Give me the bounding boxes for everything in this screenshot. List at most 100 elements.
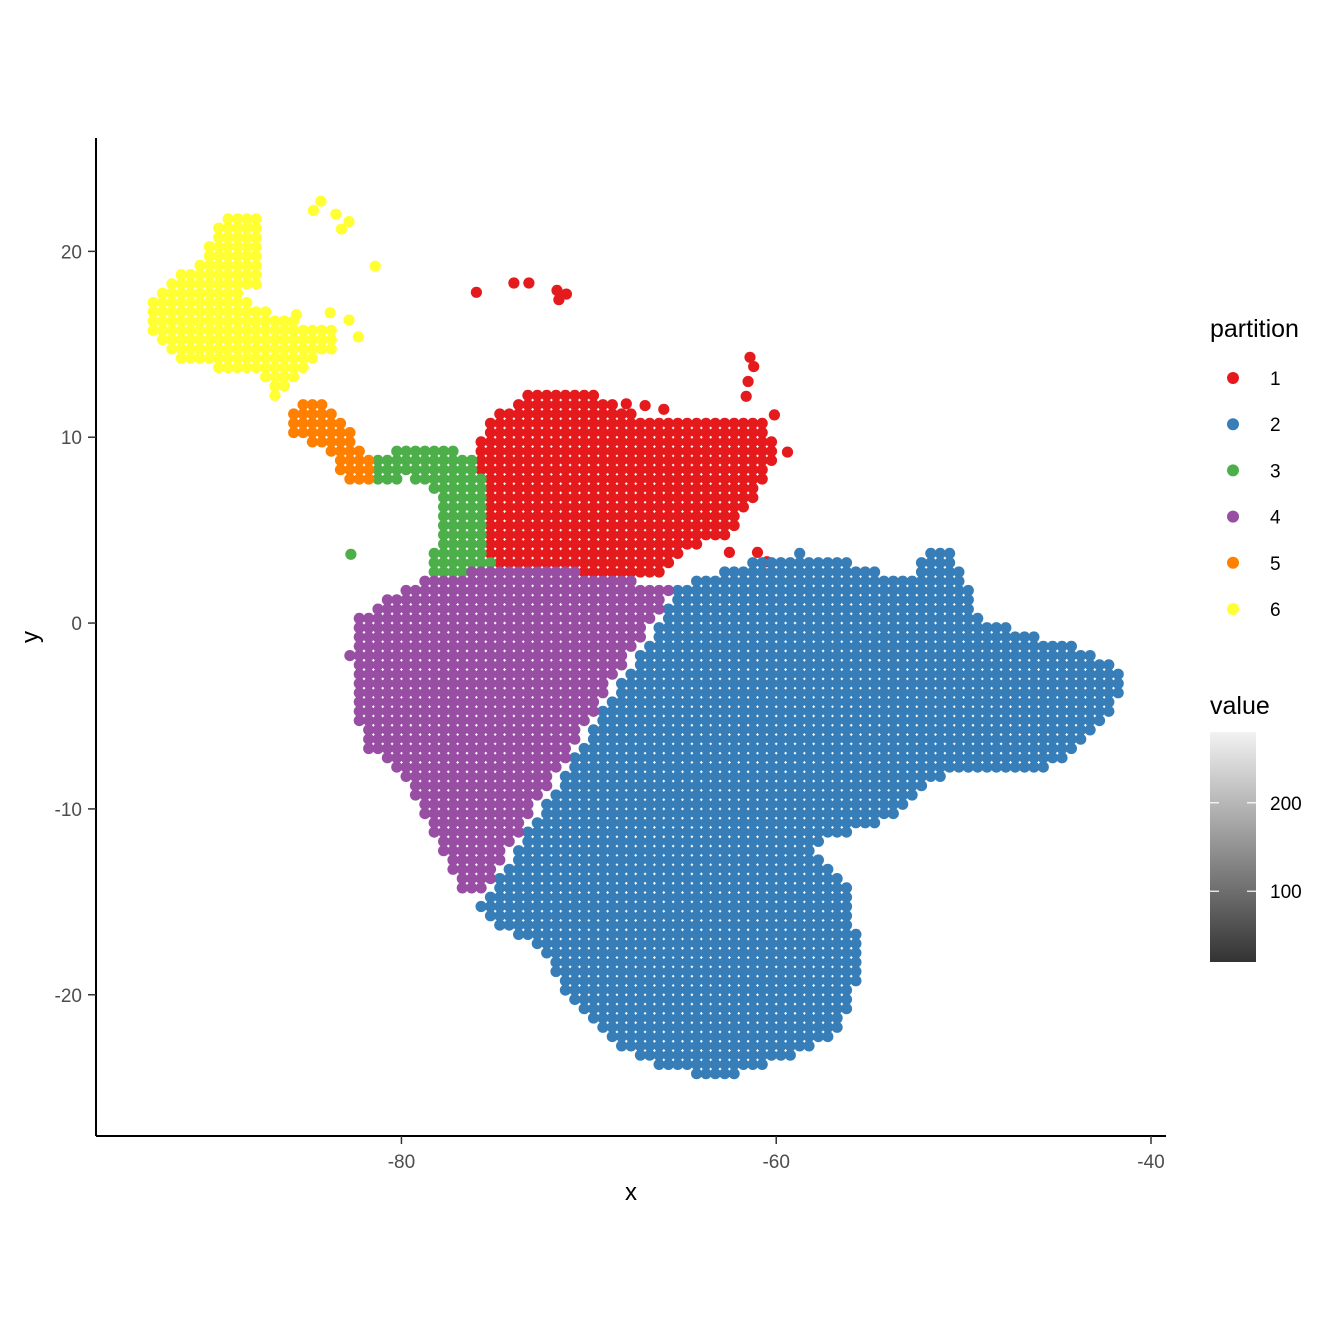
data-point <box>428 650 440 662</box>
data-point <box>765 965 778 978</box>
data-point <box>915 780 928 792</box>
data-point <box>1093 668 1106 680</box>
data-point <box>569 975 581 987</box>
data-point <box>728 473 740 485</box>
data-point <box>428 547 440 560</box>
data-point <box>531 408 543 420</box>
data-point <box>653 882 665 894</box>
data-point <box>681 752 693 764</box>
data-point <box>672 854 684 866</box>
data-point <box>756 1003 768 1015</box>
data-point <box>494 510 506 522</box>
data-point <box>653 631 665 643</box>
data-point <box>400 659 412 671</box>
data-point <box>503 752 515 764</box>
data-point <box>1084 650 1096 662</box>
data-point <box>691 965 703 978</box>
data-point <box>559 445 572 457</box>
data-point <box>747 705 759 717</box>
data-point <box>606 705 618 717</box>
data-point <box>709 928 721 941</box>
data-point <box>747 427 759 439</box>
data-point <box>587 510 600 522</box>
data-point <box>578 492 590 504</box>
data-point <box>906 677 918 690</box>
data-point <box>775 965 787 978</box>
data-point <box>765 575 778 587</box>
data-point <box>747 1012 759 1024</box>
data-point <box>231 278 244 290</box>
data-point <box>728 891 740 903</box>
data-point <box>428 826 440 838</box>
data-point <box>400 752 412 764</box>
data-point <box>587 454 600 466</box>
data-point <box>587 399 600 411</box>
data-point <box>522 900 534 913</box>
data-point <box>691 417 703 429</box>
data-point <box>662 826 675 838</box>
data-point <box>784 826 796 838</box>
data-point <box>578 603 590 615</box>
data-point <box>616 696 628 708</box>
data-point <box>569 705 581 717</box>
data-point <box>756 715 768 727</box>
data-point <box>559 854 572 866</box>
data-point <box>859 650 871 662</box>
data-point <box>166 315 178 327</box>
data-point <box>897 677 909 690</box>
data-point <box>859 696 871 708</box>
data-point <box>475 845 487 857</box>
data-point <box>662 1040 675 1052</box>
data-point <box>700 427 712 439</box>
data-point <box>662 882 675 894</box>
data-point <box>578 575 590 587</box>
data-point <box>691 835 703 848</box>
data-point <box>850 677 862 690</box>
data-point <box>747 668 759 680</box>
data-point <box>513 445 525 457</box>
data-point <box>278 371 290 383</box>
data-point <box>850 761 862 773</box>
data-point <box>719 603 731 615</box>
data-point <box>728 445 740 457</box>
data-point <box>691 845 703 857</box>
data-point <box>737 501 750 513</box>
data-point <box>484 817 497 829</box>
data-point <box>737 798 750 810</box>
data-point <box>503 612 515 625</box>
data-point <box>709 668 721 680</box>
data-point <box>878 742 890 755</box>
data-point <box>840 631 853 643</box>
data-point <box>466 808 478 820</box>
data-point <box>765 584 778 597</box>
data-point <box>775 993 787 1006</box>
data-point <box>616 519 628 532</box>
data-point <box>625 910 637 922</box>
data-point <box>559 984 572 996</box>
data-point <box>794 808 806 820</box>
data-point <box>541 584 553 597</box>
data-point <box>513 863 525 875</box>
data-point <box>812 677 825 690</box>
data-point <box>662 854 675 866</box>
data-point <box>1047 659 1059 671</box>
data-point <box>728 519 740 532</box>
data-point <box>709 1049 721 1061</box>
data-point <box>1000 631 1012 643</box>
data-point <box>700 854 712 866</box>
data-point <box>541 492 553 504</box>
data-point <box>391 761 403 773</box>
legend-label-partition-2: 2 <box>1270 415 1281 436</box>
data-point <box>494 705 506 717</box>
data-point <box>634 492 647 504</box>
data-point <box>578 947 590 959</box>
data-point <box>831 798 843 810</box>
data-point <box>494 547 506 560</box>
data-point <box>981 650 993 662</box>
data-point <box>616 938 628 950</box>
data-point <box>737 1003 750 1015</box>
data-point <box>737 427 750 439</box>
data-point <box>672 603 684 615</box>
data-point <box>625 464 637 476</box>
data-point <box>747 622 759 634</box>
